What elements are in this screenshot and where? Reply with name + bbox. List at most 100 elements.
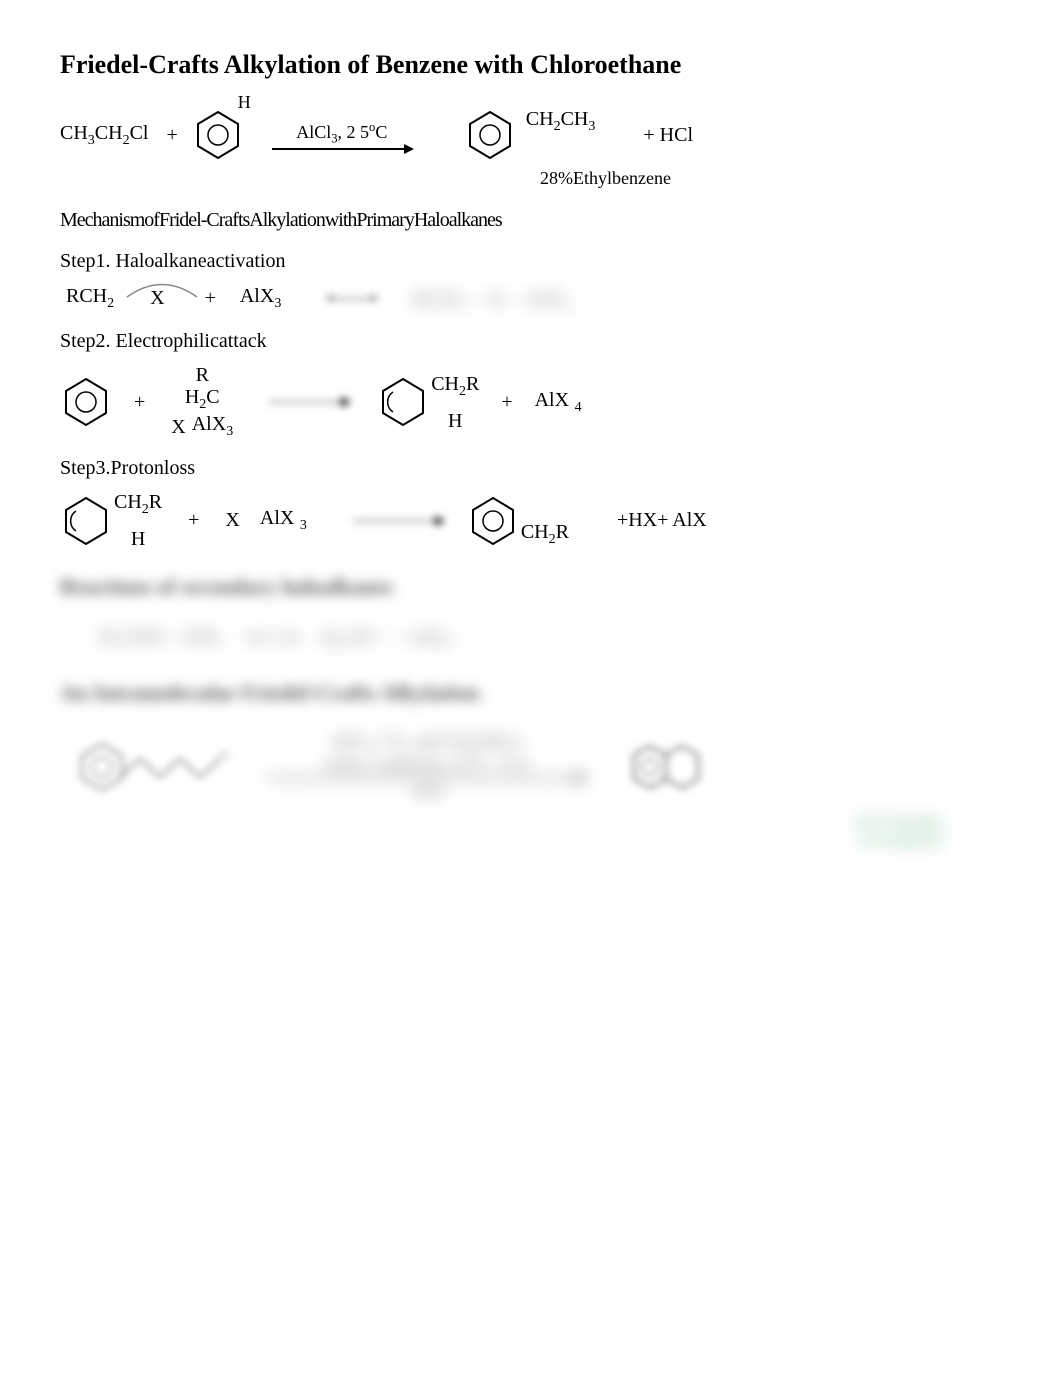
t: AlX — [240, 285, 274, 307]
reaction-arrow: AlCl3, 2 5oC — [272, 120, 412, 151]
chain-icon: Cl — [120, 747, 230, 787]
equilibrium-arrow-icon — [248, 637, 298, 639]
h-label: H — [238, 92, 251, 113]
reactant1: CH3CH2Cl — [60, 122, 149, 149]
alx3: AlX 3 — [260, 507, 307, 534]
s: 4 — [575, 400, 582, 415]
sp — [294, 518, 298, 533]
t: C — [206, 386, 219, 408]
final-yield: 35 % Tetralin (15 minutes) — [60, 814, 942, 850]
plus: + — [501, 391, 512, 414]
benzene-icon — [80, 742, 124, 792]
step1-title: Step1. Haloalkaneactivation — [60, 250, 1002, 273]
ch2r: CH2R — [521, 521, 569, 548]
t: AlX — [535, 389, 569, 411]
yield-line2: (15 minutes) — [60, 832, 942, 850]
t: H — [185, 386, 199, 408]
benzene-reactant: H — [196, 110, 240, 160]
mechanism-title: MechanismofFridel-CraftsAlkylationwithPr… — [60, 209, 1002, 232]
yield-line1: 35 % Tetralin — [60, 814, 942, 832]
h-label: H — [131, 529, 145, 549]
step1-product-blurred: RCH₂⋯X⋯AlX₃ — [413, 286, 571, 312]
s: 2 — [107, 296, 114, 311]
s: 3 — [300, 518, 307, 533]
benzene-icon — [471, 496, 515, 546]
benzene-chain: Cl — [80, 742, 230, 792]
t: R — [466, 373, 479, 395]
tail: +HX+ AlX — [617, 509, 707, 532]
arrow-icon — [266, 777, 586, 779]
minus-hcl: –HCl — [406, 781, 445, 802]
t: C — [375, 122, 387, 142]
electrophile: R H2C X AlX3 — [171, 365, 233, 439]
s: 2 — [459, 384, 466, 399]
svg-text:Cl: Cl — [220, 748, 230, 763]
benzene-product: CH2CH3 — [468, 110, 596, 160]
benzene-icon — [64, 496, 108, 546]
benzene-icon — [196, 110, 240, 160]
plus: + — [167, 124, 178, 147]
benzene-icon — [381, 377, 425, 427]
t: AlX — [260, 507, 294, 529]
blurred-reactant: R₂CHX + AlX₃ — [100, 626, 224, 649]
page-title: Friedel-Crafts Alkylation of Benzene wit… — [60, 50, 1002, 80]
blurred-reaction-1: R₂CHX + AlX₃ R₂CH⁺ ⋯ AlX₄⁻ — [100, 625, 1002, 650]
txt: CH — [60, 122, 88, 144]
t: CH — [561, 108, 589, 130]
arrow-icon — [272, 148, 412, 150]
top-reaction-row: CH3CH2Cl + H AlCl3, 2 5oC CH2CH3 + HCl — [60, 110, 1002, 160]
h2c: H2C — [185, 387, 220, 412]
r-label: R — [196, 365, 209, 385]
step3-row: CH2R H + X AlX 3 CH2R +HX+ AlX — [64, 492, 1002, 549]
h-label: H — [448, 411, 462, 431]
s: 2 — [554, 119, 561, 134]
t: R — [149, 491, 162, 513]
step2-row: + R H2C X AlX3 CH2R H + AlX 4 — [64, 365, 1002, 439]
step1-row: RCH2 X + AlX3 RCH₂⋯X⋯AlX₃ — [66, 285, 1002, 312]
ch2r: CH2R — [431, 374, 479, 399]
plus: + — [188, 509, 199, 532]
final-reaction-row: Cl AlCl₃, CS₂ and CH₂(NO₂) reflux condit… — [80, 731, 1002, 802]
alx3: AlX3 — [192, 414, 233, 439]
plus-hcl: + HCl — [643, 124, 693, 147]
ch2r-h: CH2R H — [431, 374, 479, 431]
conditions: AlCl3, 2 5oC — [296, 120, 387, 147]
txt: CH — [95, 122, 123, 144]
equilibrium-arrow-icon — [327, 298, 377, 300]
sub: 2 — [123, 133, 130, 148]
ch2r: CH2R — [114, 492, 162, 517]
final-arrow-block: AlCl₃, CS₂ and CH₂(NO₂) reflux condition… — [266, 731, 586, 802]
alx4: AlX 4 — [535, 389, 582, 416]
yield-label: 28%Ethylbenzene — [540, 168, 1002, 189]
s: 2 — [549, 532, 556, 547]
s — [569, 400, 573, 415]
s: 3 — [226, 424, 233, 439]
ch2r-h: CH2R H — [114, 492, 162, 549]
t: RCH — [66, 285, 107, 307]
plus: + — [205, 287, 216, 310]
t: AlCl — [296, 122, 331, 142]
tetralin-icon — [632, 742, 702, 792]
benzene-icon — [64, 377, 108, 427]
x: X — [225, 509, 239, 532]
ethyl-label: CH2CH3 — [526, 108, 596, 135]
t: CH — [526, 108, 554, 130]
curve-arrow-icon — [122, 287, 202, 311]
x-alx3: X AlX3 — [171, 414, 233, 439]
blurred-heading-1: Reactions of secondary haloalkanes — [60, 574, 1002, 600]
s: 2 — [142, 502, 149, 517]
txt: Cl — [130, 122, 149, 144]
t: CH — [521, 521, 549, 543]
t: CH — [114, 491, 142, 513]
rch2: RCH2 — [66, 285, 114, 312]
alx3: AlX3 — [240, 285, 281, 312]
t: AlX — [192, 413, 226, 435]
arenium-ion: CH2R H — [64, 492, 162, 549]
arrow-icon — [269, 401, 349, 403]
sub: 3 — [88, 133, 95, 148]
t: R — [556, 521, 569, 543]
step3-title: Step3.Protonloss — [60, 457, 1002, 480]
cond-top: AlCl₃, CS₂ and CH₂(NO₂) — [331, 731, 520, 752]
t: , 2 5 — [338, 122, 370, 142]
blurred-heading-2: An Intramolecular Friedel-Crafts Alkylat… — [60, 680, 1002, 706]
